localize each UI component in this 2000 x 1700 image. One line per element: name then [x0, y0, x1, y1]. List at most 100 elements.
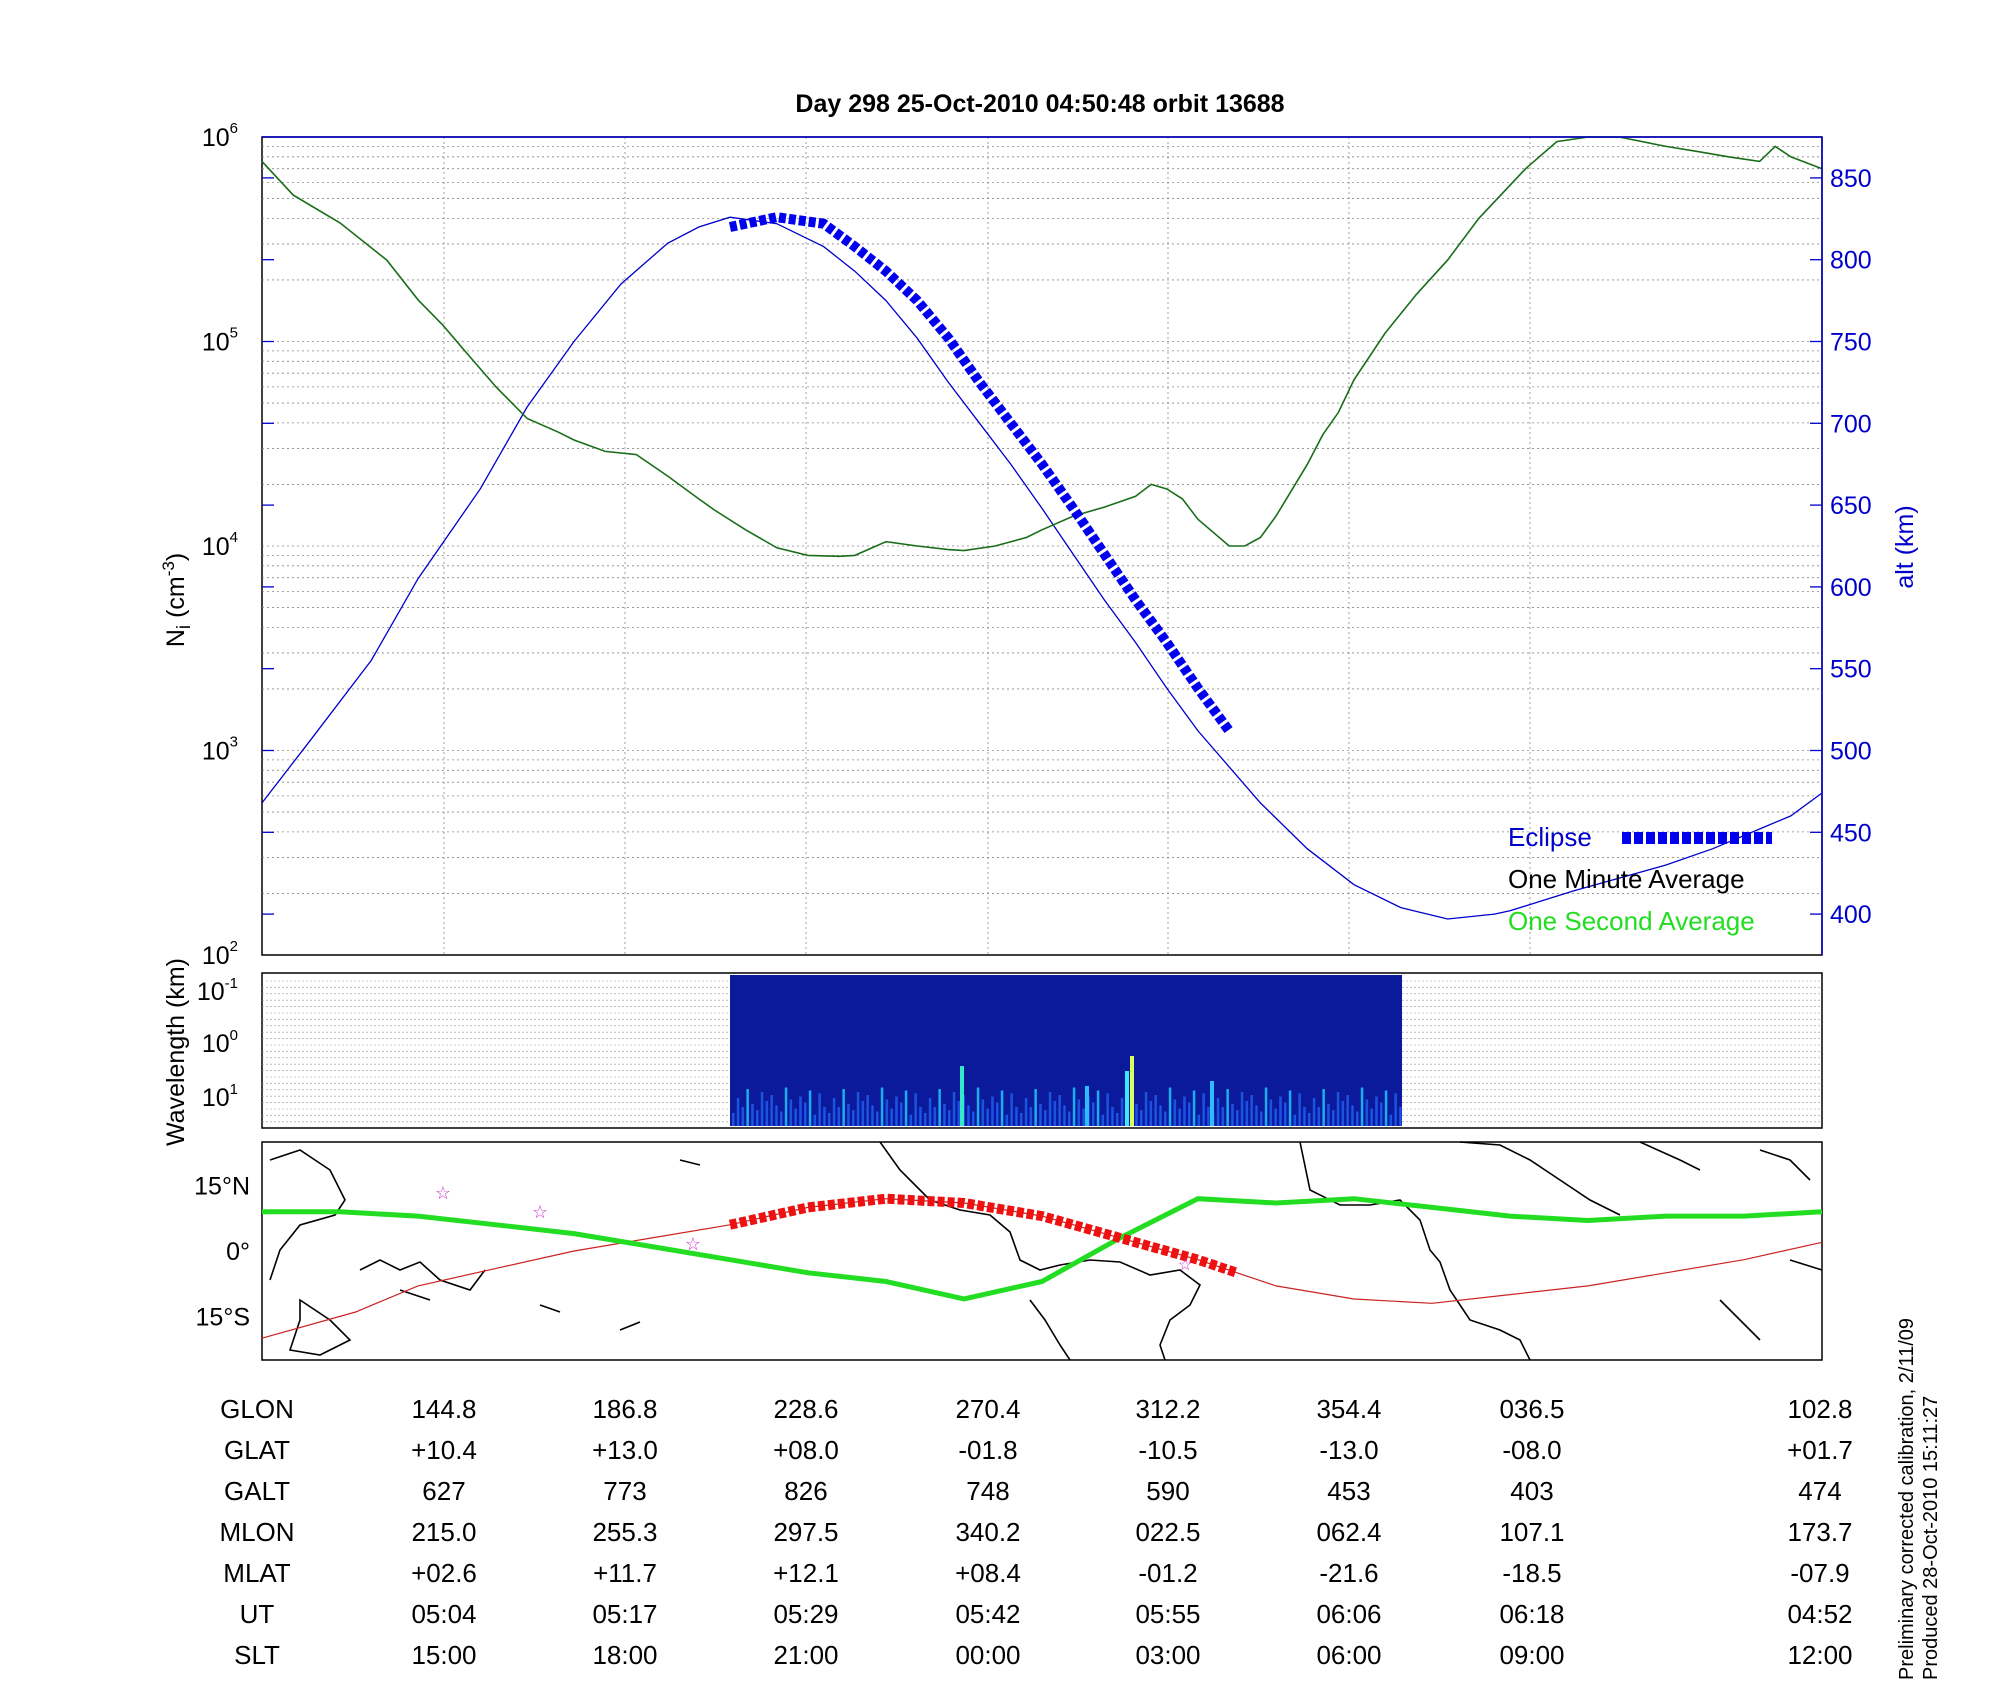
table-cell: 05:17: [592, 1599, 657, 1629]
table-row-label: MLAT: [223, 1558, 291, 1588]
table-cell: 06:06: [1316, 1599, 1381, 1629]
spectrogram-streak: [1365, 1099, 1369, 1126]
table-cell: 15:00: [411, 1640, 476, 1670]
spectrogram-streak: [1010, 1093, 1013, 1126]
altitude-right-ticks: 400 450 500 550 600 650 700 750 800 850: [262, 165, 1872, 929]
spectrogram-streak: [919, 1107, 922, 1126]
spectrogram-streak: [1188, 1102, 1191, 1126]
table-cell: 09:00: [1499, 1640, 1564, 1670]
spectrogram-streak: [760, 1092, 764, 1126]
spectrogram-streak: [847, 1104, 850, 1126]
density-tick-label: 106: [202, 120, 238, 152]
spectrogram-streak: [1240, 1092, 1244, 1126]
table-cell: 340.2: [955, 1517, 1020, 1547]
table-cell: -01.8: [958, 1435, 1017, 1465]
figure-title: Day 298 25-Oct-2010 04:50:48 orbit 13688: [795, 90, 1284, 118]
spectrogram-streak: [1322, 1089, 1325, 1126]
spectrogram-streak: [1231, 1104, 1234, 1126]
spectrogram-streak: [1015, 1107, 1018, 1126]
spectrogram-streak: [1164, 1111, 1167, 1126]
table-cell: -10.5: [1138, 1435, 1197, 1465]
altitude-tick-label: 450: [1830, 819, 1872, 847]
table-cell: 144.8: [411, 1394, 476, 1424]
spectrogram-streak: [1039, 1104, 1042, 1126]
star-icon: ☆: [532, 1202, 548, 1222]
map-stars: ☆ ☆ ☆ ☆: [435, 1183, 1192, 1274]
spectrogram-streak: [1135, 1104, 1138, 1126]
spectrogram-streak: [794, 1108, 797, 1126]
table-cell: 12:00: [1787, 1640, 1852, 1670]
altitude-tick-label: 850: [1830, 165, 1872, 193]
table-cell: 748: [966, 1476, 1009, 1506]
table-cell: 062.4: [1316, 1517, 1381, 1547]
spectrogram-streak: [780, 1111, 783, 1126]
table-row-label: GLON: [220, 1394, 294, 1424]
density-panel: 102 103 104 105 106 400 450 500 550 600 650 700 750…: [159, 120, 1919, 970]
spectrogram-streak: [736, 1098, 740, 1126]
spectrogram-streak: [986, 1108, 989, 1126]
spectrogram-streak: [1159, 1105, 1162, 1126]
spectrogram-streak: [1197, 1114, 1201, 1126]
spectrogram-streak: [1053, 1101, 1057, 1126]
continent-outlines: [269, 1141, 1823, 1361]
spectrogram-streak: [837, 1107, 841, 1126]
spectrogram-streak: [900, 1102, 903, 1126]
spectrogram-streak: [861, 1101, 865, 1126]
spectrogram-streak: [904, 1090, 908, 1126]
spectrogram-streak: [1058, 1095, 1061, 1126]
density-tick-label: 105: [202, 325, 238, 357]
table-cell: 036.5: [1499, 1394, 1564, 1424]
table-row-label: UT: [240, 1599, 275, 1629]
spectrogram-streak: [976, 1087, 980, 1126]
table-cell: 05:04: [411, 1599, 476, 1629]
table-cell: 255.3: [592, 1517, 657, 1547]
table-row-label: MLON: [219, 1517, 294, 1547]
spectrogram-streak: [948, 1110, 951, 1126]
table-cell: 21:00: [773, 1640, 838, 1670]
spectrogram-streak: [1236, 1110, 1239, 1126]
table-cell: 773: [603, 1476, 646, 1506]
table-cell: -18.5: [1502, 1558, 1561, 1588]
spectrogram-streak: [1029, 1107, 1033, 1126]
spectrogram-streak: [765, 1101, 769, 1126]
spectrogram-panel: 10-1 100 101 Wavelength (km): [162, 958, 1823, 1146]
spectrogram-streak: [1202, 1093, 1205, 1126]
altitude-tick-label: 600: [1830, 574, 1872, 602]
table-cell: -21.6: [1319, 1558, 1378, 1588]
spectrogram-streak: [1389, 1114, 1393, 1126]
spectrogram-streak: [991, 1096, 994, 1126]
spectrogram-y-label: Wavelength (km): [162, 958, 190, 1146]
spectrogram-streak: [1288, 1090, 1292, 1126]
spectrogram-streak: [732, 1113, 735, 1126]
spectrogram-streak: [1260, 1111, 1263, 1126]
spectrogram-streaks: [732, 1056, 1402, 1126]
map-tick-label: 15°N: [194, 1173, 250, 1201]
spectrogram-streak: [856, 1092, 860, 1126]
spectrogram-streak: [1341, 1101, 1345, 1126]
altitude-tick-label: 400: [1830, 901, 1872, 929]
spectrogram-streak: [1312, 1098, 1316, 1126]
spectrogram-streak: [751, 1104, 754, 1126]
spectrogram-streak: [1207, 1107, 1210, 1126]
ephemeris-table: GLON 144.8 186.8 228.6 270.4 312.2 354.4 036.5 1…: [219, 1394, 1852, 1670]
spectrogram-streak: [972, 1111, 975, 1126]
table-cell: +10.4: [411, 1435, 477, 1465]
table-cell: +08.4: [955, 1558, 1021, 1588]
spectrogram-streak: [871, 1105, 874, 1126]
spectrogram-streak: [1269, 1099, 1273, 1126]
spectrogram-streak: [866, 1095, 869, 1126]
density-grid: [262, 137, 1822, 955]
spectrogram-streak: [1317, 1107, 1321, 1126]
spectrogram-streak: [1044, 1110, 1047, 1126]
spectrogram-streak: [1245, 1101, 1249, 1126]
altitude-tick-label: 500: [1830, 738, 1872, 766]
spectrogram-tick-label: 10-1: [197, 975, 238, 1006]
altitude-tick-label: 800: [1830, 247, 1872, 275]
spectrogram-streak: [1000, 1090, 1004, 1126]
spectrogram-streak: [1216, 1098, 1220, 1126]
spectrogram-streak: [957, 1101, 961, 1126]
table-cell: 022.5: [1135, 1517, 1200, 1547]
spectrogram-streak: [808, 1090, 812, 1126]
spectrogram-streak: [1298, 1093, 1301, 1126]
spectrogram-streak: [828, 1113, 831, 1126]
